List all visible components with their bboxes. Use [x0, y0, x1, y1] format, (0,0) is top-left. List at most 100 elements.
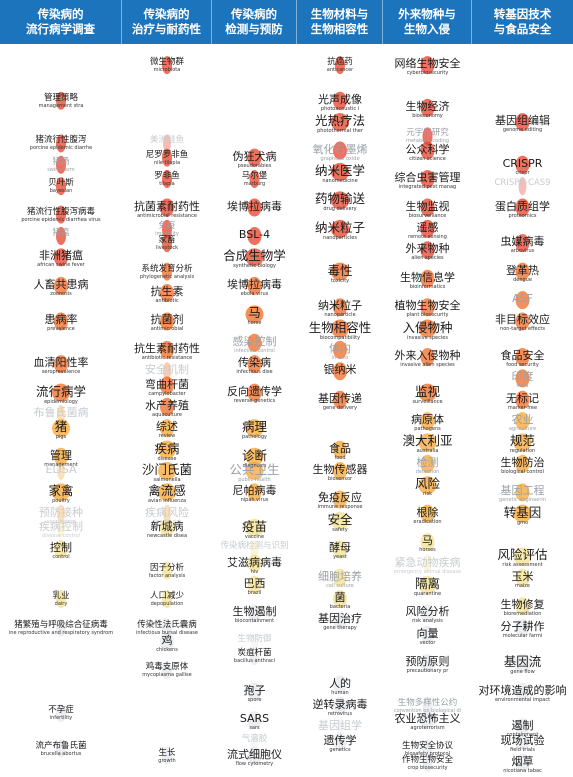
stream-blob [163, 134, 171, 153]
stream-blob [333, 440, 347, 459]
keyword-en: biosurveillance [408, 212, 447, 219]
keyword-en: prevalence [47, 326, 75, 333]
keyword-zh: 综述 [156, 420, 178, 434]
keyword-en: bioremediation [503, 611, 542, 618]
stream-blob [418, 319, 437, 338]
stream-blob [333, 91, 347, 110]
keyword-zh: 基因传递 [318, 391, 362, 405]
stream-blob [56, 91, 66, 110]
keyword-zh: 布鲁氏菌病 [33, 406, 89, 419]
stream-blob [420, 56, 435, 75]
keyword-zh: 规范 [509, 433, 535, 449]
keyword-en: remote sensing [408, 233, 447, 240]
keyword-node: 疫苗 vaccine [241, 518, 268, 540]
keyword-node: 综述 review [156, 420, 178, 439]
keyword-en: graphene oxide [320, 155, 360, 162]
keyword-zh: 气溶胶 [241, 733, 268, 744]
keyword-node: 猪 pigs [55, 420, 68, 441]
keyword-zh: 生物安全协议 [401, 740, 454, 751]
stream-blob [420, 454, 435, 473]
stream-blob [160, 340, 174, 359]
keyword-en: horse [247, 320, 262, 327]
keyword-zh: 菌 [334, 591, 346, 605]
keyword-node: 猪瘟 [52, 228, 69, 238]
keyword-zh: 沙门氏菌 [141, 461, 193, 477]
keyword-en: containment [506, 732, 539, 739]
keyword-en: genome editing [502, 127, 543, 134]
stream-blob [515, 348, 530, 367]
column-title: 传染病的 检测与预防 [212, 0, 297, 44]
keyword-zh: 疫苗 [241, 518, 268, 534]
stream-blob [515, 732, 530, 751]
stream-blob [162, 262, 172, 281]
keyword-zh: 元宇宙研究 [406, 128, 449, 139]
keyword-zh: 禽流感 [148, 483, 186, 499]
keyword-node: 蛋白质组学 proteomics [495, 200, 550, 219]
keyword-node: 纳米粒子 nanoparticle [318, 299, 362, 318]
keyword-node: 生物经济 bioeconomy [406, 100, 450, 119]
keyword-node: 元宇宙研究 metabolic coding [406, 128, 449, 144]
keyword-en: campylobacter [148, 390, 186, 397]
keyword-node: 生物监视 biosurveillance [406, 200, 450, 219]
keyword-zh: 公共卫生 [229, 461, 280, 477]
keyword-zh: 孢子 [243, 683, 266, 697]
keyword-en: risk analysis [412, 618, 443, 625]
keyword-node: 非洲猪瘟 african swine fever [37, 249, 85, 268]
keyword-node: 因子分析 factor analysis [149, 563, 185, 579]
keyword-zh: 纳米医学 [314, 162, 366, 178]
stream-blob [418, 476, 437, 495]
keyword-node: 生物遏制 biocontainment [233, 605, 277, 624]
keyword-node: 生物信息学 bioinformatics [400, 271, 455, 290]
keyword-node: 马尔堡 marburg [242, 171, 268, 187]
keyword-zh: 安全 [327, 511, 353, 527]
keyword-en: antibiotic resistance [141, 354, 193, 361]
keyword-zh: 巴西 [243, 576, 266, 590]
keyword-zh: ASF [512, 292, 533, 306]
keyword-en: bioeconomy [412, 112, 443, 119]
keyword-en: alien species [411, 255, 444, 262]
keyword-node: 管理策略 management stra [39, 93, 84, 109]
keyword-node: 巴西 brazil [244, 577, 266, 596]
stream-blob [245, 419, 264, 438]
keyword-zh: 猪流行性腹泻 [35, 135, 87, 146]
keyword-zh: 血清阳性率 [33, 356, 89, 370]
keyword-zh: 入侵物种 [402, 319, 453, 335]
keyword-zh: 毒性 [327, 262, 353, 278]
keyword-node: 病理 pathology [242, 420, 267, 441]
keyword-zh: 玉米 [511, 569, 534, 583]
keyword-node: 安全机制 [145, 363, 189, 376]
stream-blob [247, 198, 262, 217]
column-title: 生物材料与 生物相容性 [297, 0, 383, 44]
keyword-en: in vivo [331, 354, 349, 361]
keyword-en: integrated pest manag [398, 184, 457, 191]
keyword-en: immunity [155, 230, 179, 237]
stream-blob [418, 383, 437, 402]
keyword-zh: 流式细胞仪 [227, 747, 282, 761]
keyword-node: 合成生物学 synthetic biology [223, 249, 286, 270]
keyword-zh: 印度 [511, 370, 534, 384]
stream-blob [420, 269, 435, 288]
keyword-zh: 鸡 [161, 633, 173, 647]
keyword-en: nanoparticle [324, 312, 356, 319]
keyword-en: synthetic biology [233, 263, 276, 270]
keyword-en: growth [158, 757, 176, 764]
keyword-node: 毒性 toxicity [327, 262, 353, 284]
stream-blob [245, 461, 264, 480]
keyword-node: 感染控制 infection control [233, 335, 277, 354]
keyword-en: zoonosis [50, 290, 72, 297]
keyword-node: 酵母 yeast [329, 541, 351, 560]
keyword-node: 埃博拉病毒 [227, 200, 282, 213]
stream-blob [513, 433, 532, 452]
keyword-node: 疾病 disease [154, 441, 179, 462]
keyword-zh: 艾滋病病毒 [227, 555, 282, 569]
keyword-zh: 埃博拉病毒 [227, 277, 282, 291]
keyword-node: 基因组学 [318, 719, 362, 732]
keyword-en: livestock [155, 245, 179, 252]
stream-blob [515, 568, 530, 587]
keyword-zh: 猪流行性腹泻病毒 [26, 206, 95, 217]
keyword-zh: 外来入侵物种 [394, 349, 461, 363]
keyword-en: nicotiana tabac [503, 767, 542, 774]
keyword-zh: 人口减少 [149, 591, 185, 602]
stream-blob [333, 732, 347, 751]
keyword-zh: 无标记 [506, 391, 539, 405]
